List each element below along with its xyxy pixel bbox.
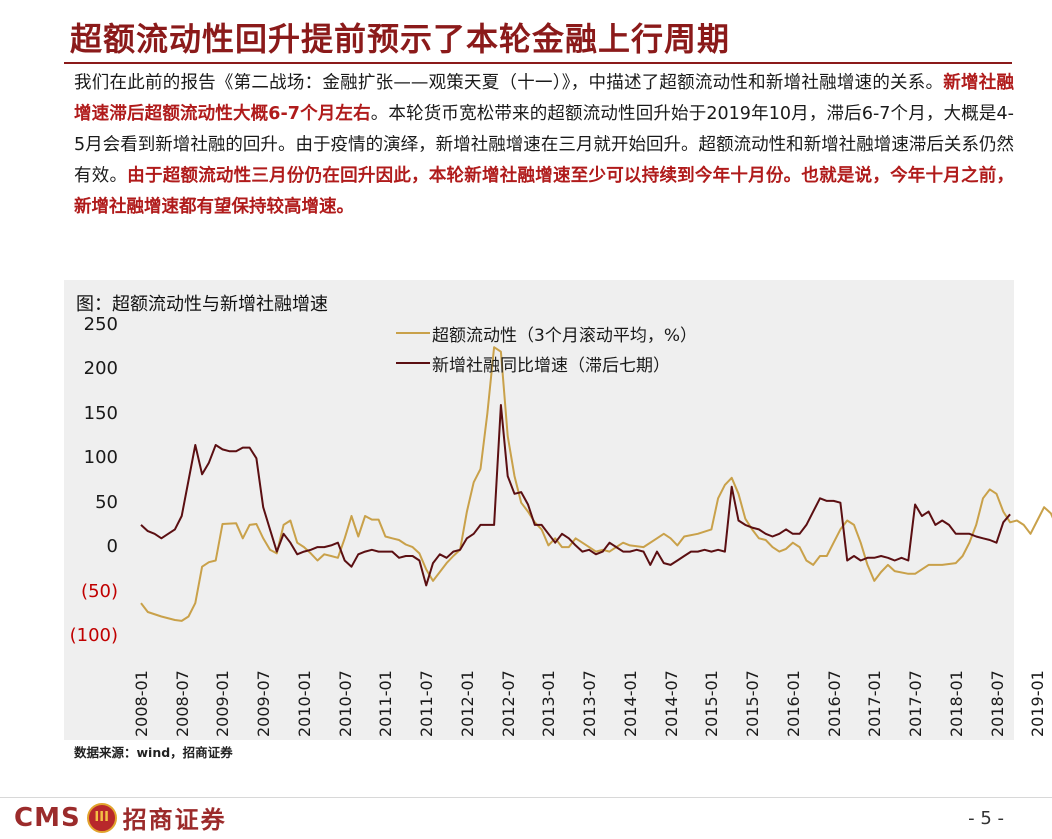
title-rule xyxy=(64,62,1012,64)
y-tick-label: 0 xyxy=(106,536,118,558)
chart-title: 图：超额流动性与新增社融增速 xyxy=(76,294,328,315)
chart-legend: 超额流动性（3个月滚动平均，%） 新增社融同比增速（滞后七期） xyxy=(396,318,697,378)
page-number: - 5 - xyxy=(968,808,1004,829)
logo-text-cn: 招商证券 xyxy=(122,806,227,834)
logo-badge-icon: III xyxy=(86,802,117,833)
excess-liquidity-line xyxy=(140,346,1052,622)
body-text-1: 我们在此前的报告《第二战场：金融扩张——观策天夏（十一）》，中描述了超额流动性和… xyxy=(74,73,944,93)
page-title: 超额流动性回升提前预示了本轮金融上行周期 xyxy=(70,20,731,58)
y-tick-label: 200 xyxy=(83,358,118,380)
social-financing-line xyxy=(140,404,1011,587)
legend-item-excess-liquidity: 超额流动性（3个月滚动平均，%） xyxy=(396,318,697,348)
y-tick-label: 250 xyxy=(83,314,118,335)
y-tick-label: 100 xyxy=(83,447,118,469)
logo-text-cms: CMS xyxy=(14,802,81,833)
company-logo: CMS III 招商证券 xyxy=(14,800,227,835)
body-paragraph: 我们在此前的报告《第二战场：金融扩张——观策天夏（十一）》，中描述了超额流动性和… xyxy=(74,68,1014,223)
data-source: 数据来源：wind，招商证券 xyxy=(74,745,233,760)
body-highlight-1: 新增社融增速滞后超额流动性大概6-7个月左右 xyxy=(74,73,1015,124)
legend-label-social-financing: 新增社融同比增速（滞后七期） xyxy=(432,355,670,376)
legend-swatch-social-financing xyxy=(396,362,430,364)
chart-panel xyxy=(64,280,1014,740)
body-highlight-2: 由于超额流动性三月份仍在回升因此，本轮新增社融增速至少可以持续到今年十月份。也就… xyxy=(74,166,1015,217)
y-tick-label: (100) xyxy=(69,625,118,646)
legend-item-social-financing: 新增社融同比增速（滞后七期） xyxy=(396,348,697,378)
footer-rule xyxy=(0,797,1052,798)
legend-label-excess-liquidity: 超额流动性（3个月滚动平均，%） xyxy=(432,325,697,346)
y-tick-label: 150 xyxy=(83,402,118,424)
legend-swatch-excess-liquidity xyxy=(396,332,430,334)
y-tick-label: (50) xyxy=(81,580,118,602)
body-text-2: 。本轮货币宽松带来的超额流动性回升始于2019年10月，滞后6-7个月，大概是4… xyxy=(74,104,1014,186)
y-tick-label: 50 xyxy=(95,491,118,513)
